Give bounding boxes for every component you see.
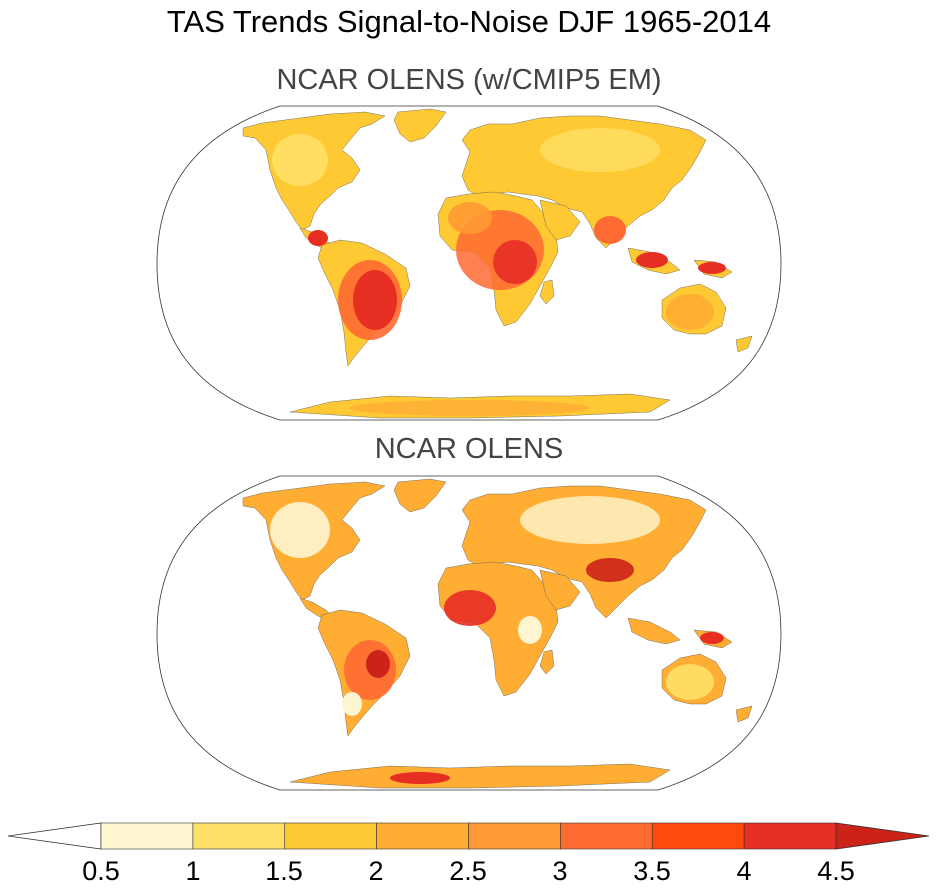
colorbar: 0.5 1 1.5 2 2.5 3 3.5 4 4.5 bbox=[8, 823, 929, 886]
colorbar-label: 0.5 bbox=[82, 856, 120, 886]
map-panel-2 bbox=[157, 476, 781, 790]
colorbar-label: 1.5 bbox=[265, 856, 303, 886]
colorbar-box bbox=[652, 823, 744, 849]
colorbar-label: 2.5 bbox=[449, 856, 487, 886]
colorbar-box bbox=[744, 823, 836, 849]
colorbar-label: 4 bbox=[736, 856, 751, 886]
colorbar-box bbox=[285, 823, 377, 849]
colorbar-box bbox=[193, 823, 285, 849]
colorbar-box bbox=[101, 823, 193, 849]
colorbar-box bbox=[469, 823, 561, 849]
map-panel-1 bbox=[157, 106, 781, 420]
colorbar-box bbox=[560, 823, 652, 849]
colorbar-label: 3.5 bbox=[633, 856, 671, 886]
colorbar-box bbox=[377, 823, 469, 849]
colorbar-lower-triangle bbox=[8, 823, 101, 849]
colorbar-label: 1 bbox=[185, 856, 200, 886]
colorbar-label: 2 bbox=[368, 856, 383, 886]
colorbar-label: 4.5 bbox=[817, 856, 855, 886]
colorbar-label: 3 bbox=[552, 856, 567, 886]
colorbar-upper-triangle bbox=[836, 823, 929, 849]
